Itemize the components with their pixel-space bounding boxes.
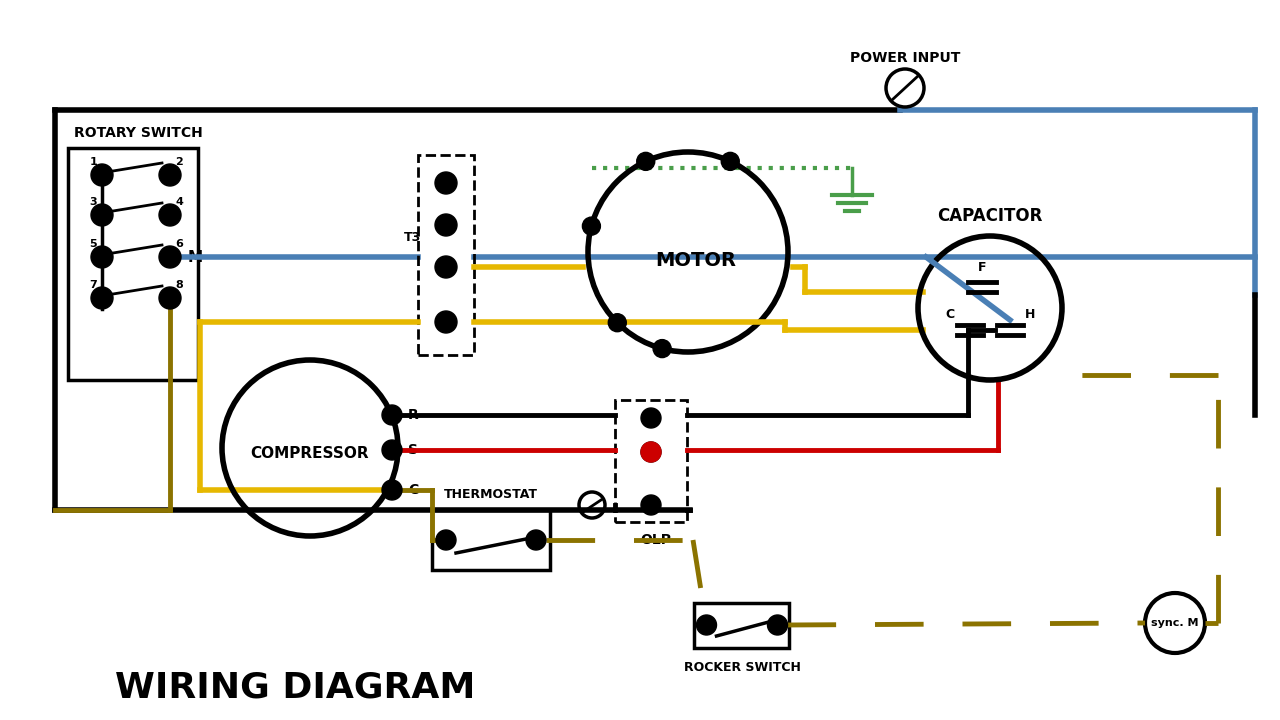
Circle shape	[436, 530, 456, 550]
Bar	[419, 155, 474, 355]
Text: F: F	[978, 261, 987, 274]
Text: 7: 7	[90, 280, 97, 290]
Text: C: C	[946, 307, 955, 320]
Text: S: S	[408, 443, 419, 457]
Text: THERMOSTAT: THERMOSTAT	[444, 487, 538, 500]
Circle shape	[721, 153, 740, 171]
Circle shape	[159, 164, 180, 186]
Circle shape	[91, 204, 113, 226]
Bar	[68, 148, 198, 380]
Text: 3: 3	[90, 197, 97, 207]
Circle shape	[91, 164, 113, 186]
Text: WIRING DIAGRAM: WIRING DIAGRAM	[115, 671, 475, 705]
Text: CAPACITOR: CAPACITOR	[937, 207, 1043, 225]
Circle shape	[435, 311, 457, 333]
Circle shape	[159, 204, 180, 226]
Circle shape	[636, 153, 655, 171]
Text: COMPRESSOR: COMPRESSOR	[251, 446, 370, 461]
Circle shape	[91, 287, 113, 309]
Text: 1: 1	[90, 157, 97, 167]
Text: C: C	[408, 483, 419, 497]
Text: OLP: OLP	[640, 533, 672, 547]
Text: 5: 5	[90, 239, 97, 249]
Circle shape	[381, 405, 402, 425]
Circle shape	[91, 246, 113, 268]
Bar	[614, 400, 687, 522]
Text: 2: 2	[175, 157, 183, 167]
Text: T3: T3	[404, 230, 421, 243]
Circle shape	[435, 172, 457, 194]
Circle shape	[435, 214, 457, 236]
Circle shape	[641, 495, 660, 515]
Bar	[695, 603, 790, 647]
Circle shape	[608, 314, 626, 332]
Text: M: M	[188, 250, 204, 264]
Text: POWER INPUT: POWER INPUT	[850, 51, 960, 65]
Circle shape	[641, 442, 660, 462]
Circle shape	[159, 287, 180, 309]
Circle shape	[381, 480, 402, 500]
Text: ROTARY SWITCH: ROTARY SWITCH	[74, 126, 202, 140]
Text: sync. M: sync. M	[1151, 618, 1199, 628]
Circle shape	[159, 246, 180, 268]
Circle shape	[435, 256, 457, 278]
Text: 4: 4	[175, 197, 183, 207]
Circle shape	[582, 217, 600, 235]
Circle shape	[526, 530, 547, 550]
Text: R: R	[408, 408, 419, 422]
Text: ROCKER SWITCH: ROCKER SWITCH	[684, 661, 800, 674]
Circle shape	[641, 442, 660, 462]
Circle shape	[696, 615, 717, 635]
Circle shape	[653, 340, 671, 358]
Text: H: H	[1025, 307, 1036, 320]
Bar	[433, 510, 550, 570]
Circle shape	[381, 440, 402, 460]
Circle shape	[641, 408, 660, 428]
Text: MOTOR: MOTOR	[655, 251, 736, 269]
Text: 8: 8	[175, 280, 183, 290]
Text: 6: 6	[175, 239, 183, 249]
Circle shape	[768, 615, 787, 635]
